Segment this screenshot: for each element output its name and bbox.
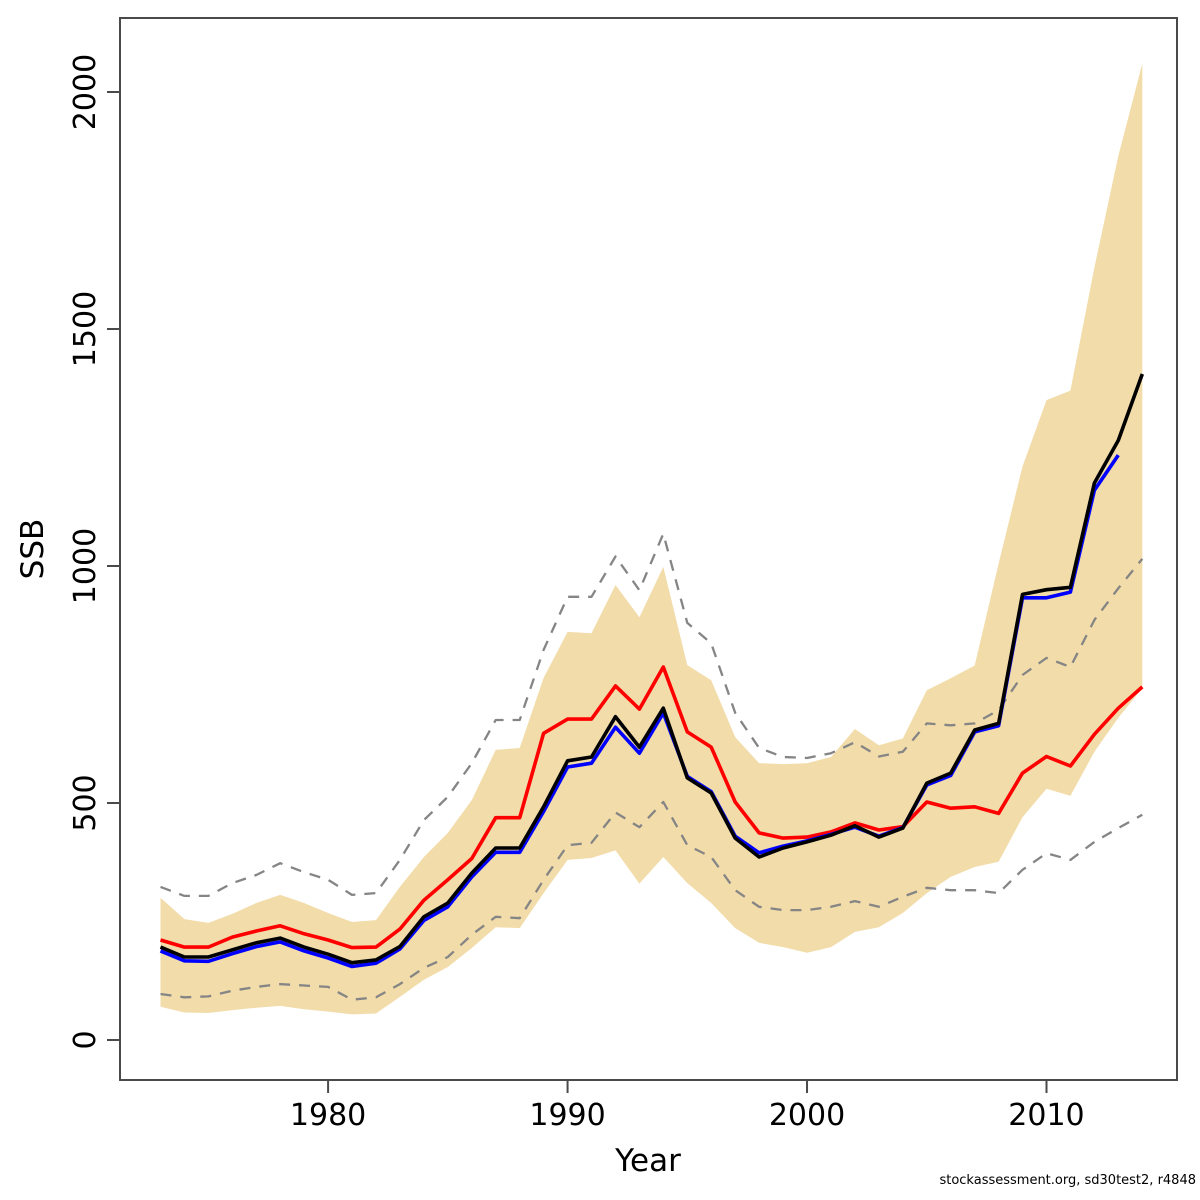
y-tick-label: 1500 (68, 291, 103, 367)
outer-dashed-lower-line (160, 800, 1143, 1001)
plot-border (119, 17, 1178, 1081)
y-axis-title: SSB (15, 518, 51, 580)
y-tick-label: 0 (68, 1030, 103, 1049)
x-tick-label: 2000 (769, 1098, 845, 1133)
y-tick-label: 500 (68, 774, 103, 831)
y-tick-label: 2000 (68, 54, 103, 130)
x-tick-label: 1980 (290, 1098, 366, 1133)
confidence-band (160, 63, 1143, 1015)
x-tick-label: 1990 (529, 1098, 605, 1133)
alt-run-red-line (159, 665, 1144, 950)
x-axis-title: Year (615, 1143, 681, 1179)
attribution-text: stockassessment.org, sd30test2, r4848 (939, 1173, 1196, 1188)
current-estimate-line (159, 373, 1144, 965)
outer-dashed-upper-line (160, 532, 1144, 898)
y-tick-label: 1000 (68, 528, 103, 604)
x-tick-label: 2010 (1008, 1098, 1084, 1133)
